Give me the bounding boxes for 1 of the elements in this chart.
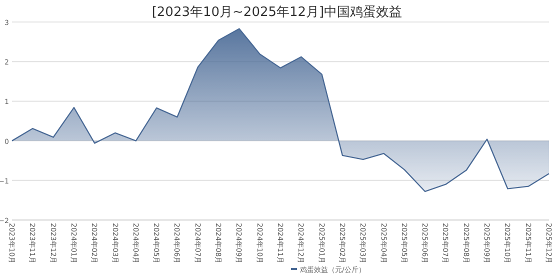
title: [2023年10月~2025年12月]中国鸡蛋效益 <box>152 5 402 20</box>
